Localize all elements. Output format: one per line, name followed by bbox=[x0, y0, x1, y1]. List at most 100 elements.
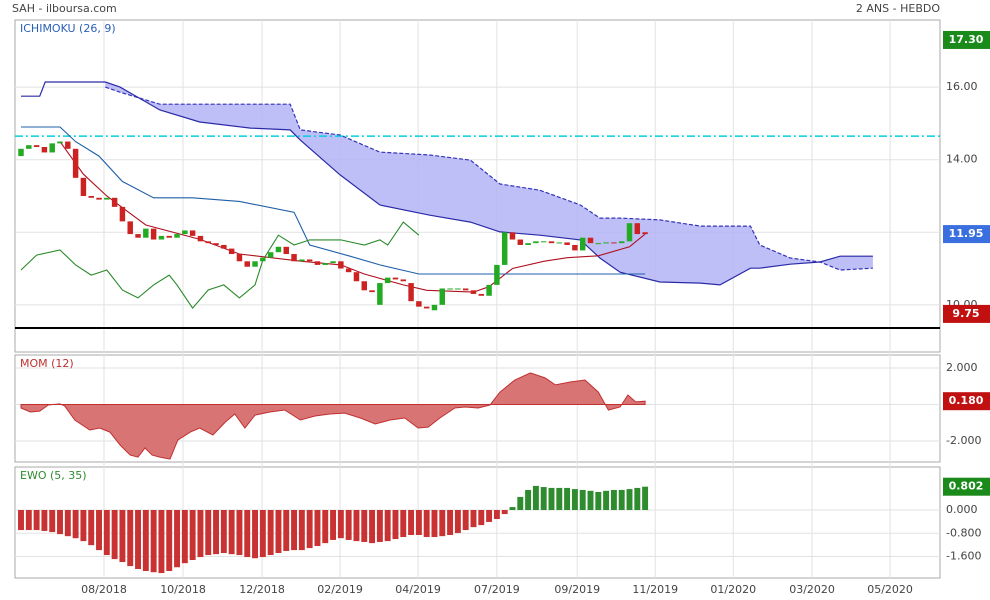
candle bbox=[26, 145, 32, 149]
ewo-bar bbox=[158, 510, 165, 574]
ewo-bar bbox=[88, 510, 95, 546]
candle bbox=[377, 283, 383, 305]
candle bbox=[431, 304, 438, 311]
ewo-bar bbox=[423, 510, 430, 538]
candle bbox=[587, 237, 594, 244]
candle bbox=[104, 197, 110, 200]
candle bbox=[111, 197, 118, 207]
y-tick-label: 0.000 bbox=[946, 503, 978, 516]
candle bbox=[392, 277, 399, 280]
ewo-bar bbox=[470, 510, 477, 528]
ewo-bar bbox=[486, 510, 493, 522]
x-tick-label: 11/2019 bbox=[632, 583, 678, 596]
ewo-bar bbox=[509, 507, 516, 511]
ewo-bar bbox=[610, 489, 617, 511]
candle bbox=[88, 195, 94, 198]
ewo-bar bbox=[447, 510, 454, 535]
value-box bbox=[943, 304, 990, 323]
ewo-bar bbox=[376, 510, 383, 542]
candle bbox=[533, 241, 539, 244]
candle bbox=[338, 261, 344, 269]
ewo-bar bbox=[564, 487, 571, 511]
ewo-bar bbox=[291, 510, 298, 551]
panel-title: MOM (12) bbox=[20, 357, 74, 370]
candle bbox=[182, 230, 188, 235]
ewo-bar bbox=[493, 510, 500, 520]
ewo-bar bbox=[540, 487, 547, 511]
candle bbox=[158, 235, 165, 240]
candle bbox=[611, 242, 617, 244]
y-tick-label: 16.00 bbox=[946, 80, 978, 93]
ewo-bar bbox=[634, 487, 641, 511]
senkou-line bbox=[21, 81, 873, 286]
ewo-bar bbox=[57, 510, 63, 535]
ewo-bar bbox=[197, 510, 204, 558]
ewo-bar bbox=[252, 510, 259, 559]
ewo-bar bbox=[478, 510, 485, 526]
ewo-bar bbox=[41, 510, 48, 531]
candle bbox=[478, 293, 485, 296]
candle bbox=[119, 206, 126, 222]
candle bbox=[80, 177, 87, 196]
value-box bbox=[943, 30, 990, 49]
ewo-bar bbox=[642, 486, 649, 511]
x-tick-label: 07/2019 bbox=[474, 583, 520, 596]
candle bbox=[330, 261, 336, 264]
candle bbox=[127, 221, 133, 235]
candle bbox=[564, 242, 570, 245]
ewo-bar bbox=[80, 510, 87, 542]
indicator-line bbox=[20, 221, 420, 310]
ewo-bar bbox=[587, 490, 594, 511]
ewo-bar bbox=[236, 510, 243, 556]
x-tick-label: 01/2020 bbox=[710, 583, 756, 596]
candle bbox=[517, 239, 524, 245]
candle bbox=[486, 284, 492, 296]
ewo-bar bbox=[345, 510, 352, 540]
ewo-bar bbox=[283, 510, 290, 551]
indicator-line bbox=[21, 126, 646, 275]
candle bbox=[642, 232, 648, 235]
candle bbox=[408, 283, 414, 302]
candle bbox=[306, 259, 313, 262]
candle bbox=[525, 243, 531, 245]
candle bbox=[299, 259, 305, 262]
ewo-bar bbox=[369, 510, 376, 544]
candle bbox=[205, 241, 211, 244]
ewo-bar bbox=[103, 510, 110, 556]
candle bbox=[548, 241, 555, 244]
ewo-bar bbox=[595, 491, 602, 511]
ewo-bar bbox=[259, 510, 266, 558]
value-box-label: 9.75 bbox=[952, 307, 979, 320]
ewo-bar bbox=[181, 510, 188, 564]
y-tick-label: -1.600 bbox=[946, 549, 981, 562]
candle bbox=[291, 254, 297, 262]
ewo-bar bbox=[174, 510, 180, 568]
candle bbox=[540, 241, 547, 243]
candle bbox=[143, 228, 149, 238]
value-box-label: 0.180 bbox=[949, 394, 984, 407]
candle bbox=[455, 288, 461, 290]
candle bbox=[400, 279, 407, 282]
ewo-bar bbox=[96, 510, 102, 551]
candle bbox=[494, 264, 500, 285]
ewo-bar bbox=[142, 510, 149, 572]
ewo-bar bbox=[454, 510, 461, 533]
ewo-bar bbox=[205, 510, 212, 556]
candle bbox=[96, 197, 102, 200]
ewo-bar bbox=[213, 510, 220, 555]
value-box-label: 0.802 bbox=[949, 480, 984, 493]
ewo-bar bbox=[532, 485, 539, 511]
ewo-bar bbox=[431, 510, 438, 538]
candle bbox=[275, 246, 282, 253]
candle bbox=[369, 290, 375, 293]
indicator-line bbox=[59, 141, 646, 293]
candle bbox=[49, 143, 55, 153]
candle bbox=[57, 141, 63, 144]
ewo-bar bbox=[189, 510, 196, 560]
candle bbox=[166, 235, 172, 238]
ewo-bar bbox=[111, 510, 118, 560]
y-tick-label: 14.00 bbox=[946, 153, 978, 166]
candle bbox=[501, 232, 508, 265]
cloud bbox=[105, 82, 873, 285]
